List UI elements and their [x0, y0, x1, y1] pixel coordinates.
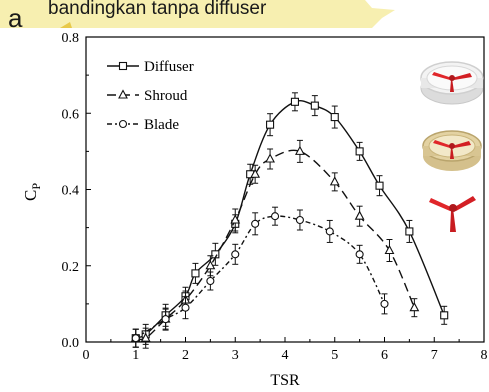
- series-line: [135, 100, 445, 339]
- data-point: [230, 214, 241, 224]
- y-tick-label: 0.6: [62, 107, 80, 122]
- y-axis-label: CP: [21, 183, 43, 201]
- legend-marker: [118, 119, 128, 129]
- legend-item-blade: Blade: [107, 117, 179, 133]
- legend-item-diffuser: Diffuser: [107, 59, 194, 75]
- legend-label: Diffuser: [144, 59, 194, 75]
- banner-text: bandingkan tanpa diffuser: [48, 0, 267, 19]
- series-layer: [130, 92, 449, 349]
- x-tick-label: 8: [481, 348, 488, 363]
- data-point: [405, 227, 414, 236]
- series-line: [135, 149, 415, 341]
- y-tick-label: 0.8: [62, 31, 80, 46]
- data-point: [206, 276, 215, 286]
- data-point: [205, 260, 216, 270]
- y-tick-label: 0.0: [62, 336, 80, 351]
- data-point: [251, 219, 260, 228]
- legend-label: Shroud: [144, 88, 188, 104]
- x-tick-label: 2: [182, 348, 189, 363]
- data-point: [131, 334, 140, 343]
- x-axis-label: TSR: [270, 372, 300, 389]
- data-point: [295, 145, 305, 155]
- data-point: [375, 181, 384, 190]
- data-point: [330, 113, 339, 122]
- data-point: [161, 315, 170, 324]
- y-axis-label-main: CP: [21, 183, 43, 201]
- data-point: [295, 215, 304, 225]
- data-point: [384, 244, 395, 255]
- x-tick-label: 4: [282, 348, 289, 363]
- legend-marker: [118, 61, 128, 71]
- y-tick-label: 0.4: [62, 184, 80, 199]
- data-point: [440, 311, 449, 320]
- data-point: [191, 269, 200, 278]
- series-line: [135, 215, 386, 339]
- data-point: [266, 120, 275, 129]
- panel-letter: a: [8, 3, 23, 33]
- data-point: [355, 147, 364, 156]
- x-tick-label: 5: [331, 348, 338, 363]
- data-point: [354, 210, 365, 220]
- data-point: [265, 153, 275, 163]
- series-diffuser: [131, 92, 449, 348]
- x-tick-label: 6: [381, 348, 388, 363]
- banner-shape: [0, 0, 395, 28]
- banner-edge: [0, 22, 72, 28]
- y-axis-ticks: 0.0 0.2 0.4 0.6 0.8: [62, 31, 91, 351]
- legend-item-shroud: Shroud: [107, 88, 188, 104]
- data-point: [231, 250, 240, 259]
- shroud-rotor-icon: [422, 130, 482, 171]
- legend-label: Blade: [144, 117, 179, 133]
- data-point: [325, 227, 334, 236]
- data-point: [181, 303, 190, 312]
- legend-marker: [118, 89, 128, 99]
- x-tick-label: 7: [431, 348, 438, 363]
- y-tick-label: 0.2: [62, 260, 80, 275]
- x-tick-label: 0: [83, 348, 90, 363]
- data-point: [329, 176, 340, 186]
- diffuser-rotor-icon: [420, 61, 484, 105]
- highlight-banner: bandingkan tanpa diffuser: [0, 0, 395, 28]
- data-point: [355, 250, 364, 259]
- x-tick-label: 3: [232, 348, 239, 363]
- data-point: [290, 97, 300, 106]
- x-tick-label: 1: [132, 348, 139, 363]
- data-point: [380, 299, 389, 308]
- data-point: [409, 302, 420, 312]
- data-point: [310, 101, 319, 110]
- rotor-icons: [420, 61, 484, 232]
- series-blade: [131, 206, 389, 348]
- bare-blade-rotor-icon: [429, 196, 476, 232]
- x-axis-ticks: 0 1 2 3 4 5 6 7 8: [83, 337, 488, 363]
- legend: Diffuser Shroud Blade: [107, 59, 194, 133]
- data-point: [270, 212, 280, 221]
- data-point: [250, 168, 261, 178]
- series-shroud: [130, 139, 420, 349]
- data-point: [140, 332, 151, 342]
